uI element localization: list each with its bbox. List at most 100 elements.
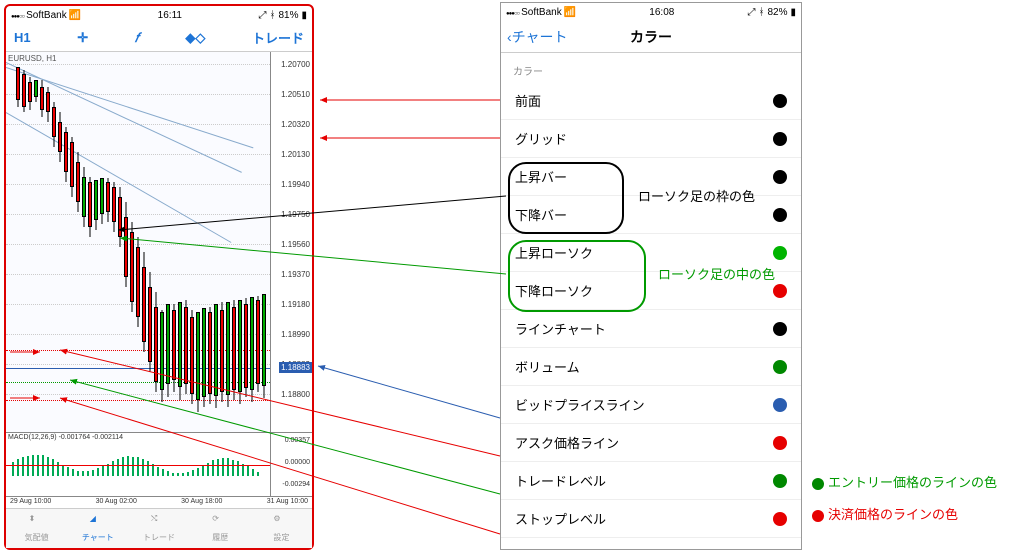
y-tick: 1.19370	[281, 270, 310, 279]
battery-pct: 82%	[767, 7, 787, 18]
tab-label: トレード	[143, 532, 175, 543]
color-row[interactable]: ラインチャート	[501, 310, 801, 348]
row-label: トレードレベル	[515, 471, 606, 490]
crosshair-icon[interactable]: ✛	[77, 30, 88, 46]
objects-icon[interactable]: ◆◇	[185, 30, 205, 46]
tab-bar: ⬍ 気配値 ◢チャート ⤭ トレード ⟳ 履歴 ⚙ 設定	[6, 508, 312, 548]
tab-icon: ⚙	[273, 514, 289, 530]
x-tick: 30 Aug 18:00	[181, 498, 222, 507]
y-tick: 1.18990	[281, 330, 310, 339]
annotation-body-color: ローソク足の中の色	[658, 264, 775, 283]
tab-0[interactable]: ⬍ 気配値	[6, 509, 67, 548]
color-row[interactable]: ボリューム	[501, 348, 801, 386]
chart-area[interactable]: EURUSD, H1 1.207001.205101.203201.201301…	[6, 52, 312, 432]
chart-toolbar: H1 ✛ 𝑓 ◆◇ トレード	[6, 24, 312, 52]
y-tick: 1.19180	[281, 300, 310, 309]
color-row[interactable]: アスク価格ライン	[501, 424, 801, 462]
row-label: ボリューム	[515, 357, 580, 376]
color-swatch	[773, 208, 787, 222]
y-tick: 1.19560	[281, 240, 310, 249]
status-time: 16:08	[649, 7, 674, 18]
indicator-icon[interactable]: 𝑓	[135, 30, 139, 46]
color-row[interactable]: ビッドプライスライン	[501, 386, 801, 424]
battery-icon: ▮	[790, 7, 796, 18]
color-swatch	[773, 436, 787, 450]
signal-dots-icon	[506, 7, 519, 18]
trade-button[interactable]: トレード	[252, 28, 304, 47]
tab-2[interactable]: ⤭ トレード	[128, 509, 189, 548]
tab-icon: ⤭	[151, 514, 167, 530]
symbol-label: EURUSD, H1	[8, 54, 56, 63]
row-label: グリッド	[515, 129, 567, 148]
bluetooth-icon: ᚼ	[758, 7, 764, 18]
y-tick: 1.20130	[281, 150, 310, 159]
color-row[interactable]: ストップレベル	[501, 500, 801, 538]
color-swatch	[773, 246, 787, 260]
x-tick: 31 Aug 10:00	[267, 498, 308, 507]
row-label: 前面	[515, 91, 541, 110]
annotation-frame-color: ローソク足の枠の色	[638, 186, 755, 205]
x-axis: 29 Aug 10:00 30 Aug 02:00 30 Aug 18:00 31 A…	[6, 496, 312, 508]
tab-label: 履歴	[212, 532, 228, 543]
tab-icon: ◢	[90, 514, 106, 530]
color-swatch	[773, 94, 787, 108]
battery-pct: 81%	[278, 10, 298, 21]
tab-label: 設定	[273, 532, 289, 543]
color-swatch	[773, 360, 787, 374]
x-tick: 29 Aug 10:00	[10, 498, 51, 507]
y-tick: 1.18800	[281, 390, 310, 399]
row-label: ビッドプライスライン	[515, 395, 645, 414]
color-swatch	[773, 170, 787, 184]
color-swatch	[773, 398, 787, 412]
macd-panel: MACD(12,26,9) -0.001764 -0.002114 0.0035…	[6, 432, 312, 496]
nav-bar: ‹チャート カラー	[501, 21, 801, 53]
row-label: アスク価格ライン	[515, 433, 619, 452]
color-row[interactable]: グリッド	[501, 120, 801, 158]
tab-4[interactable]: ⚙ 設定	[251, 509, 312, 548]
row-label: 下降バー	[515, 205, 567, 224]
color-row[interactable]: トレードレベル	[501, 462, 801, 500]
tab-1[interactable]: ◢チャート	[67, 509, 128, 548]
y-tick: 1.19940	[281, 180, 310, 189]
carrier: SoftBank	[26, 10, 67, 21]
annotation-settle-color: 決済価格のラインの色	[812, 504, 958, 523]
timeframe-button[interactable]: H1	[14, 30, 31, 45]
stop-level-line	[6, 400, 270, 401]
status-bar: SoftBank 📶 16:11 ⤢ ᚼ 81% ▮	[6, 6, 312, 24]
color-swatch	[773, 322, 787, 336]
y-tick: 1.20700	[281, 60, 310, 69]
y-axis: 1.20700 1.20510 1.20320 1.20130 1.19940 1.197…	[270, 52, 312, 432]
annotation-entry-color: エントリー価格のラインの色	[812, 472, 997, 491]
tab-label: 気配値	[25, 532, 49, 543]
tab-3[interactable]: ⟳ 履歴	[190, 509, 251, 548]
back-button[interactable]: ‹チャート	[507, 27, 568, 47]
status-time: 16:11	[158, 10, 182, 21]
y-tick: 1.20510	[281, 90, 310, 99]
status-bar: SoftBank 📶 16:08 ⤢ ᚼ 82% ▮	[501, 3, 801, 21]
row-label: ストップレベル	[515, 509, 606, 528]
signal-dots-icon	[11, 10, 24, 21]
carrier: SoftBank	[521, 7, 562, 18]
bid-line	[6, 368, 270, 369]
color-swatch	[773, 284, 787, 298]
row-label: ラインチャート	[515, 319, 606, 338]
tab-icon: ⟳	[212, 514, 228, 530]
row-label: 下降ローソク	[515, 281, 593, 300]
trade-level-line	[6, 382, 270, 383]
row-label: 上昇バー	[515, 167, 567, 186]
macd-label: MACD(12,26,9) -0.001764 -0.002114	[8, 434, 123, 441]
ask-line	[6, 350, 270, 351]
x-tick: 30 Aug 02:00	[96, 498, 137, 507]
y-tick: 1.20320	[281, 120, 310, 129]
color-swatch	[773, 474, 787, 488]
bluetooth-icon: ᚼ	[269, 10, 275, 21]
row-label: 上昇ローソク	[515, 243, 593, 262]
nav-title: カラー	[630, 27, 672, 47]
color-row[interactable]: 前面	[501, 82, 801, 120]
y-tick: 1.19750	[281, 210, 310, 219]
price-box: 1.18883	[279, 362, 312, 373]
tab-icon: ⬍	[29, 514, 45, 530]
battery-icon: ▮	[301, 10, 307, 21]
color-swatch	[773, 132, 787, 146]
color-swatch	[773, 512, 787, 526]
